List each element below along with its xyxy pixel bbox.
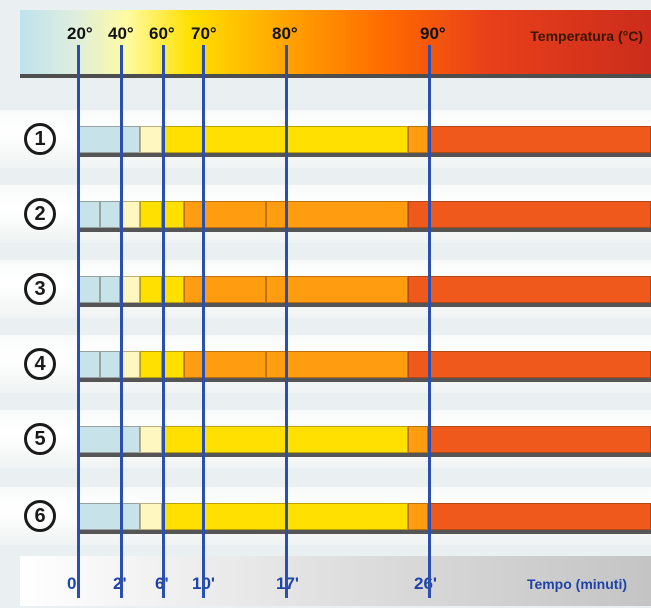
row-number-badge: 6 <box>24 500 56 532</box>
temperature-label-2: 40° <box>108 24 134 43</box>
heating-segment-tan <box>78 276 100 303</box>
marker-line-4 <box>202 45 205 598</box>
heating-segment-tan <box>78 126 140 153</box>
heating-segment-yellow <box>162 351 184 378</box>
heating-segment-tan <box>78 503 140 530</box>
temperature-label-3: 60° <box>149 24 175 43</box>
heating-segment-beige <box>120 276 140 303</box>
temperature-label-4: 70° <box>191 24 217 43</box>
heating-segment-orange <box>408 426 428 453</box>
heating-segment-yellow <box>140 201 162 228</box>
heating-segment-tan <box>100 351 120 378</box>
marker-line-2 <box>120 45 123 598</box>
time-label-6: 26' <box>414 574 437 593</box>
heating-segment-tan <box>78 351 100 378</box>
row-number-badge: 2 <box>24 198 56 230</box>
heating-segment-deep-orange <box>428 503 651 530</box>
heating-segment-beige <box>140 426 162 453</box>
heating-segment-beige <box>120 351 140 378</box>
heating-segment-orange <box>266 201 408 228</box>
marker-line-6 <box>428 45 431 598</box>
time-axis-bar <box>20 556 651 606</box>
heating-segment-orange <box>184 201 266 228</box>
heating-segment-yellow <box>140 351 162 378</box>
heating-segment-yellow <box>162 276 184 303</box>
marker-line-3 <box>162 45 165 598</box>
temperature-gradient-bar <box>20 10 651 74</box>
heating-segment-beige <box>140 503 162 530</box>
time-label-3: 6' <box>155 574 169 594</box>
row-number-badge: 3 <box>24 273 56 305</box>
heating-segment-yellow <box>140 276 162 303</box>
temperature-label-5: 80° <box>272 24 298 43</box>
row-number-badge: 1 <box>24 123 56 155</box>
heating-segment-deep-orange <box>428 126 651 153</box>
marker-line-1 <box>77 45 80 598</box>
temperature-axis-title: Temperatura (°C) <box>530 28 643 44</box>
heating-segment-deep-orange <box>428 426 651 453</box>
temperature-label-6: 90° <box>420 24 446 43</box>
heating-segment-deep-orange <box>408 351 651 378</box>
heating-bar <box>78 201 651 228</box>
heating-segment-orange <box>408 503 428 530</box>
heating-segment-orange <box>266 351 408 378</box>
temperature-label-1: 20° <box>67 24 93 43</box>
heating-segment-deep-orange <box>408 276 651 303</box>
row-number-badge: 4 <box>24 348 56 380</box>
heating-bar <box>78 276 651 303</box>
heating-segment-tan <box>100 276 120 303</box>
heating-segment-tan <box>78 426 140 453</box>
time-axis-title: Tempo (minuti) <box>526 576 627 592</box>
marker-line-5 <box>285 45 288 598</box>
heating-segment-beige <box>140 126 162 153</box>
heating-segment-orange <box>184 351 266 378</box>
heating-segment-deep-orange <box>408 201 651 228</box>
heating-bar <box>78 351 651 378</box>
heating-segment-orange <box>408 126 428 153</box>
heating-segment-yellow <box>162 201 184 228</box>
heating-segment-orange <box>266 276 408 303</box>
heating-segment-tan <box>78 201 100 228</box>
heating-segment-orange <box>184 276 266 303</box>
row-number-badge: 5 <box>24 423 56 455</box>
heating-segment-tan <box>100 201 120 228</box>
heating-segment-beige <box>120 201 140 228</box>
time-label-2: 2' <box>113 574 127 594</box>
